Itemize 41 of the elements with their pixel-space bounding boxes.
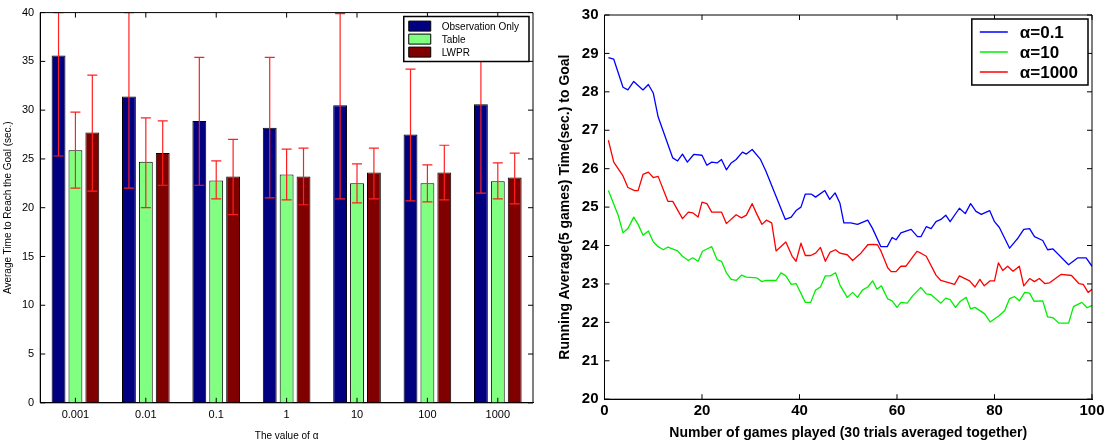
- legend-label: Table: [441, 33, 467, 45]
- y-axis-title: Running Average(5 games) Time(sec.) to Goal: [556, 54, 573, 360]
- x-tick-label: 60: [888, 401, 906, 419]
- y-tick-label: 27: [581, 120, 599, 138]
- y-tick-label: 26: [581, 158, 599, 176]
- legend-label: α=0.1: [1019, 22, 1064, 42]
- y-tick-label: 25: [21, 151, 35, 164]
- x-tick-label: 100: [1079, 401, 1105, 419]
- x-tick-label: 1: [283, 408, 290, 421]
- y-tick-label: 10: [21, 298, 35, 311]
- y-tick-label: 30: [581, 5, 599, 23]
- x-tick-label: 40: [791, 401, 808, 419]
- x-axis-title: Number of games played (30 trials averaged together): [669, 424, 1028, 441]
- x-tick-label: 80: [986, 401, 1003, 419]
- y-tick-label: 29: [581, 43, 599, 61]
- x-tick-label: 100: [418, 408, 437, 421]
- x-tick-label: 1000: [485, 408, 511, 421]
- legend-label: Observation Only: [441, 20, 520, 32]
- legend-label: α=10: [1019, 42, 1060, 62]
- x-tick-label: 10: [350, 408, 364, 421]
- y-axis-title: Average Time to Reach the Goal (sec.): [1, 121, 13, 295]
- x-axis-title: The value of α: [254, 429, 319, 441]
- y-tick-label: 15: [21, 249, 35, 262]
- y-tick-label: 22: [581, 312, 599, 330]
- y-tick-label: 35: [21, 54, 35, 67]
- y-tick-label: 5: [28, 347, 35, 360]
- y-tick-label: 25: [581, 197, 599, 215]
- x-tick-label: 0.01: [135, 408, 157, 421]
- y-tick-label: 24: [581, 235, 600, 253]
- y-tick-label: 40: [21, 5, 35, 18]
- legend-label: α=1000: [1019, 62, 1079, 82]
- y-tick-label: 21: [581, 350, 599, 368]
- y-tick-label: 20: [21, 200, 35, 213]
- x-tick-label: 20: [693, 401, 711, 419]
- y-tick-label: 30: [21, 103, 35, 116]
- x-tick-label: 0.1: [208, 408, 224, 421]
- y-tick-label: 28: [581, 81, 599, 99]
- y-tick-label: 23: [581, 274, 599, 292]
- y-tick-label: 20: [581, 389, 599, 407]
- legend-label: LWPR: [441, 46, 470, 58]
- x-tick-label: 0.001: [61, 408, 90, 421]
